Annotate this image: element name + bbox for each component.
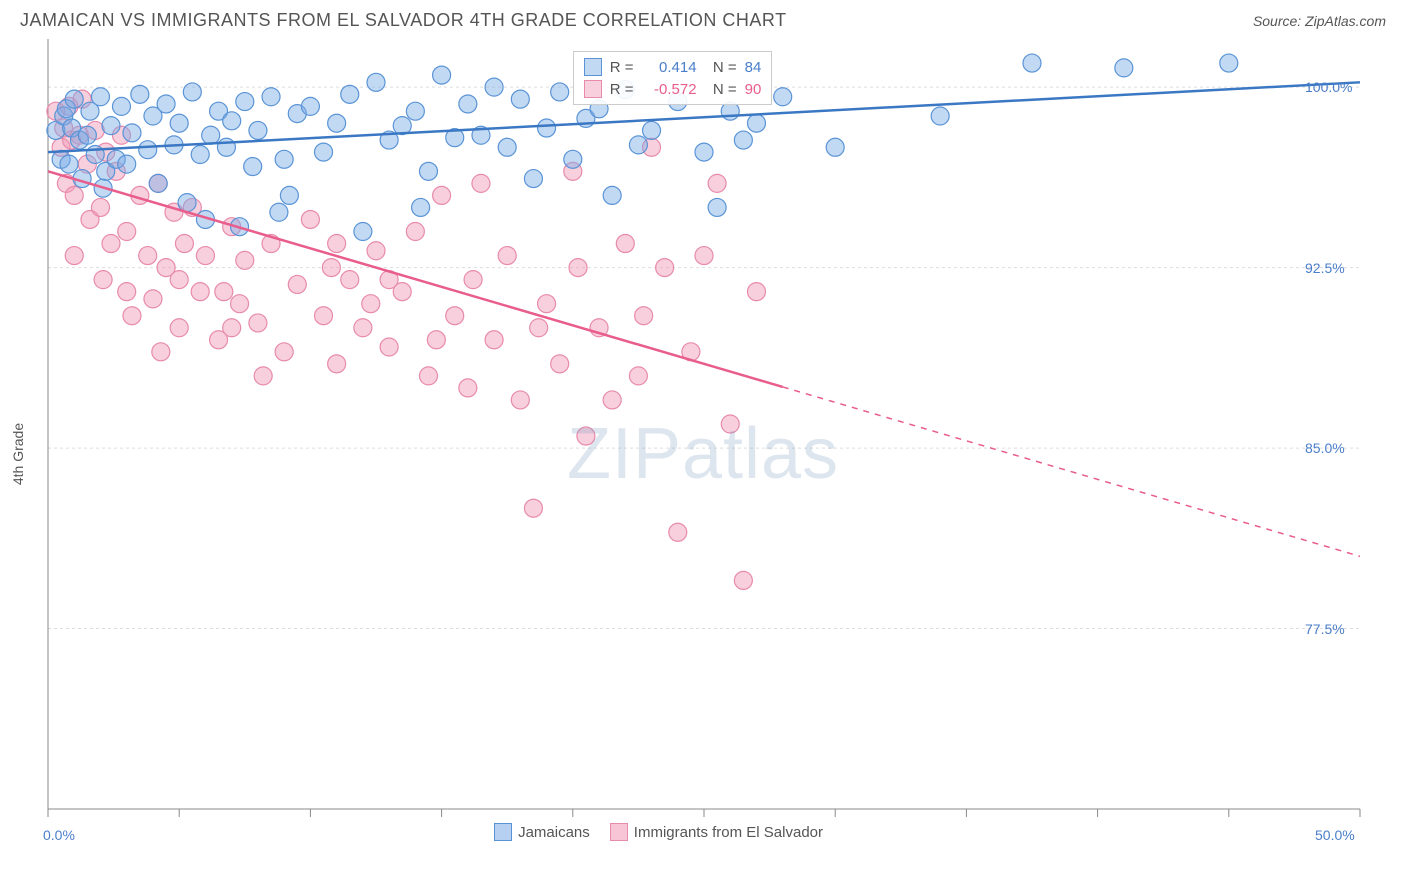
y-tick-label: 92.5% [1305, 260, 1345, 276]
chart-container: 4th Grade ZIPatlas R =0.414 N =84R =-0.5… [0, 39, 1406, 869]
legend-n-label: N = [705, 59, 737, 76]
chart-title: JAMAICAN VS IMMIGRANTS FROM EL SALVADOR … [20, 10, 787, 31]
scatter-chart [0, 39, 1406, 869]
y-tick-label: 77.5% [1305, 621, 1345, 637]
legend-label: Jamaicans [518, 824, 590, 841]
legend-r-label: R = [610, 81, 634, 98]
legend-n-value: 90 [745, 81, 762, 98]
x-tick-label: 50.0% [1315, 827, 1355, 843]
series-legend: Jamaicans Immigrants from El Salvador [494, 823, 823, 841]
x-tick-label: 0.0% [43, 827, 75, 843]
legend-swatch [494, 823, 512, 841]
y-tick-label: 100.0% [1305, 79, 1352, 95]
legend-r-value: 0.414 [642, 59, 697, 76]
chart-source: Source: ZipAtlas.com [1253, 13, 1386, 29]
legend-item: Jamaicans [494, 823, 590, 841]
legend-r-value: -0.572 [642, 81, 697, 98]
legend-swatch [584, 58, 602, 76]
legend-n-label: N = [705, 81, 737, 98]
chart-header: JAMAICAN VS IMMIGRANTS FROM EL SALVADOR … [0, 0, 1406, 39]
legend-swatch [610, 823, 628, 841]
y-tick-label: 85.0% [1305, 440, 1345, 456]
legend-n-value: 84 [745, 59, 762, 76]
legend-stats-row: R = 0.414 N = 84 [584, 56, 762, 78]
correlation-legend: R = 0.414 N = 84 R = -0.572 N = 90 [573, 51, 773, 105]
legend-r-label: R = [610, 59, 634, 76]
legend-label: Immigrants from El Salvador [634, 824, 823, 841]
legend-stats-row: R = -0.572 N = 90 [584, 78, 762, 100]
legend-swatch [584, 80, 602, 98]
legend-item: Immigrants from El Salvador [610, 823, 823, 841]
